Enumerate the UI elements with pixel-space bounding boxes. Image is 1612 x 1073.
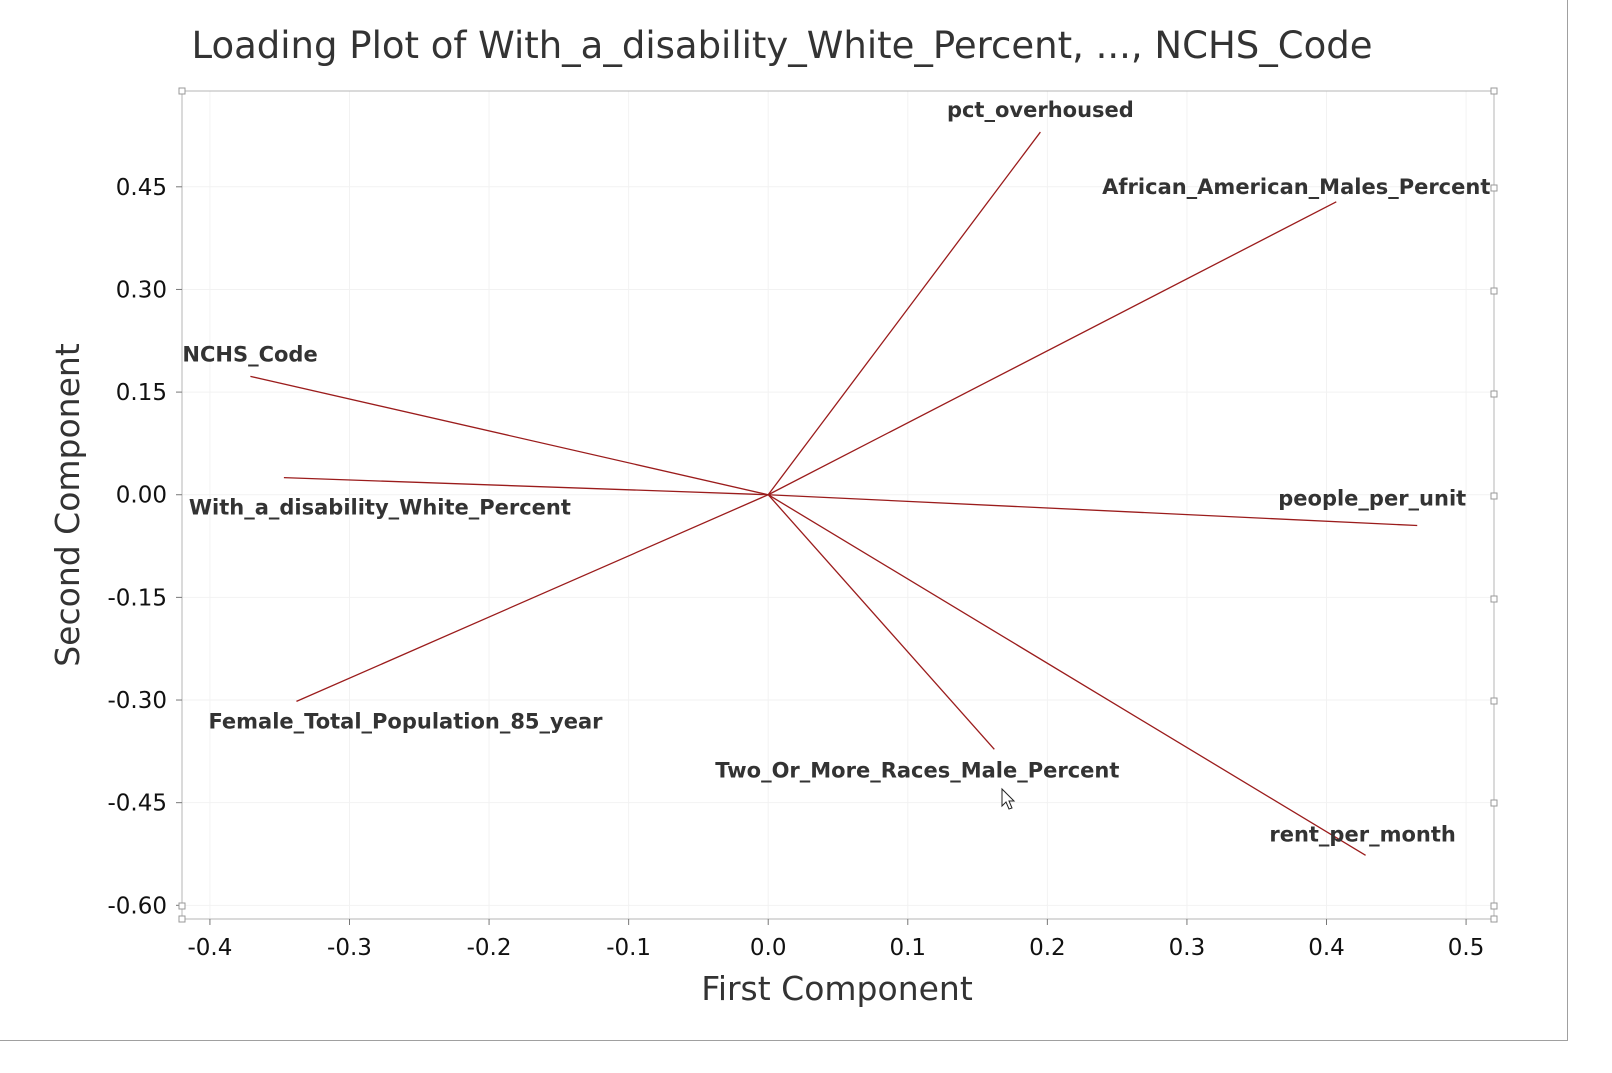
y-tick-label: 0.15 — [116, 380, 167, 406]
loading-label-NCHS_Code: NCHS_Code — [182, 342, 317, 366]
x-axis-label: First Component — [701, 969, 973, 1008]
y-tick-label: 0.30 — [116, 277, 167, 303]
selection-handles — [178, 87, 1498, 923]
x-tick-label: 0.5 — [1448, 935, 1485, 961]
loading-vector-African_American_Males_Percent — [767, 201, 1337, 496]
corner-handle[interactable] — [1490, 87, 1498, 95]
x-tick-label: 0.4 — [1308, 935, 1345, 961]
loading-vector-Two_Or_More_Races_Male_Percent — [767, 494, 995, 750]
axis-ticks: -0.4 -0.3 -0.2 -0.1 0.0 0.1 0.2 0.3 0.4 0.5 0.45 0.… — [107, 175, 1484, 961]
y-tick-label: -0.60 — [107, 893, 167, 919]
y-tick-label: -0.15 — [107, 585, 167, 611]
y-tick-label: -0.45 — [107, 791, 167, 817]
x-tick-label: 0.3 — [1169, 935, 1206, 961]
loading-label-people_per_unit: people_per_unit — [1278, 487, 1466, 511]
x-tick-label: -0.2 — [467, 935, 512, 961]
loading-labels: pct_overhoused African_American_Males_Per… — [182, 98, 1490, 846]
loading-label-rent_per_month: rent_per_month — [1269, 822, 1455, 846]
x-tick-label: -0.1 — [606, 935, 651, 961]
y-tick-label: 0.00 — [116, 483, 167, 509]
edge-handle[interactable] — [1490, 595, 1498, 603]
edge-handle[interactable] — [1490, 184, 1498, 192]
plot-area — [181, 90, 1495, 920]
loading-plot-chart: Loading Plot of With_a_disability_White_… — [48, 24, 1498, 1008]
y-tick-label: 0.45 — [116, 175, 167, 201]
corner-handle[interactable] — [178, 87, 186, 95]
chart-frame: Loading Plot of With_a_disability_White_… — [0, 0, 1568, 1041]
loading-label-Female_Total_Population_85_year: Female_Total_Population_85_year — [208, 709, 603, 733]
x-tick-label: 0.1 — [889, 935, 926, 961]
mouse-cursor-icon — [1001, 787, 1016, 810]
loading-vector-Female_Total_Population_85_year — [296, 494, 769, 702]
edge-handle[interactable] — [1490, 697, 1498, 705]
loading-vector-people_per_unit — [768, 494, 1418, 527]
y-tick-label: -0.30 — [107, 688, 167, 714]
x-tick-label: 0.2 — [1029, 935, 1066, 961]
x-tick-label: 0.0 — [750, 935, 787, 961]
edge-handle[interactable] — [178, 902, 186, 910]
edge-handle[interactable] — [1490, 902, 1498, 910]
edge-handle[interactable] — [1490, 492, 1498, 500]
loading-vector-With_a_disability_White_Percent — [283, 476, 769, 496]
loading-label-pct_overhoused: pct_overhoused — [947, 98, 1134, 122]
edge-handle[interactable] — [1490, 915, 1498, 923]
loading-vector-NCHS_Code — [250, 375, 769, 496]
loading-vector-pct_overhoused — [767, 131, 1041, 496]
x-tick-label: -0.4 — [187, 935, 232, 961]
chart-title: Loading Plot of With_a_disability_White_… — [192, 24, 1373, 67]
loading-label-Two_Or_More_Races_Male_Percent: Two_Or_More_Races_Male_Percent — [715, 758, 1119, 782]
y-axis-label: Second Component — [48, 343, 87, 667]
loading-label-With_a_disability_White_Percent: With_a_disability_White_Percent — [189, 496, 571, 520]
edge-handle[interactable] — [1490, 799, 1498, 807]
edge-handle[interactable] — [1490, 390, 1498, 398]
edge-handle[interactable] — [1490, 287, 1498, 295]
grid-lines — [182, 91, 1494, 919]
loading-label-African_American_Males_Percent: African_American_Males_Percent — [1102, 175, 1490, 199]
loading-vector-rent_per_month — [767, 494, 1366, 856]
x-tick-label: -0.3 — [327, 935, 372, 961]
edge-handle[interactable] — [178, 915, 186, 923]
loading-vectors — [250, 131, 1418, 856]
